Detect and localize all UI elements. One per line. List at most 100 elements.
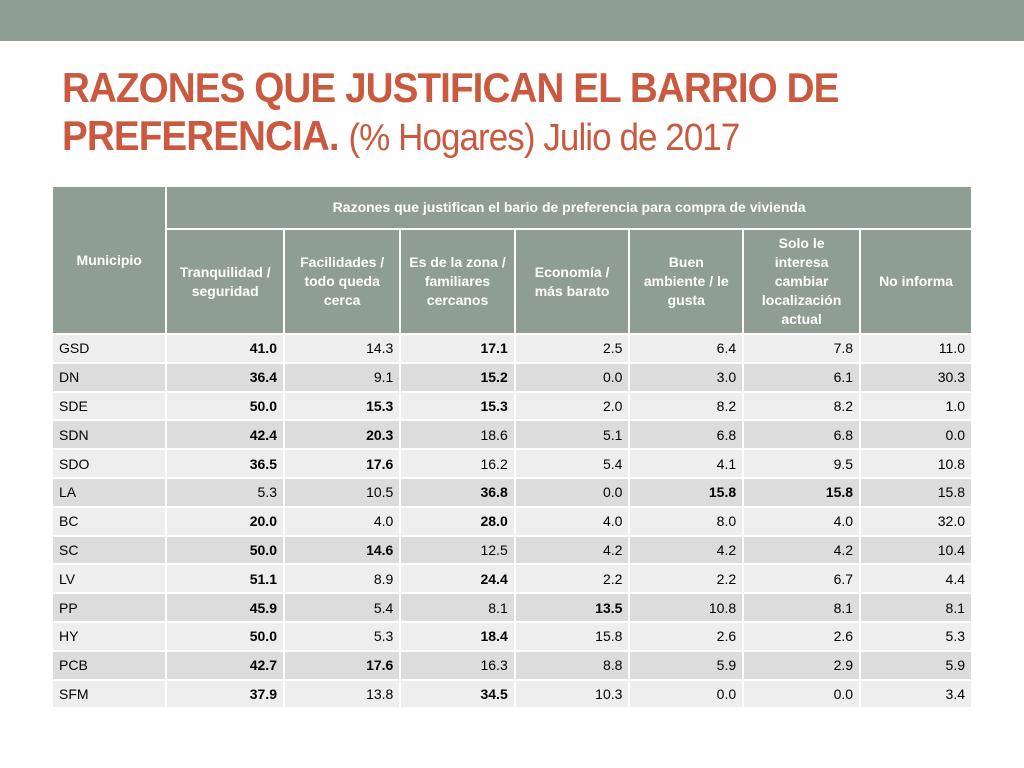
table-row: LV 51.1 8.9 24.4 2.2 2.2 6.7 4.4	[53, 565, 971, 593]
column-header-economia: Economía / más barato	[515, 230, 629, 333]
municipio-cell: SDN	[53, 421, 166, 449]
value-cell: 4.2	[630, 536, 743, 564]
value-cell: 5.9	[630, 651, 743, 679]
value-cell: 6.7	[744, 565, 860, 593]
value-cell: 36.5	[167, 450, 283, 477]
column-header-municipio: Municipio	[53, 187, 166, 333]
value-cell: 15.8	[744, 478, 860, 506]
municipio-cell: HY	[53, 622, 166, 650]
municipio-cell: GSD	[53, 335, 166, 362]
value-cell: 0.0	[861, 421, 971, 449]
value-cell: 37.9	[167, 680, 283, 708]
municipio-cell: PCB	[53, 651, 166, 679]
value-cell: 6.8	[630, 421, 743, 449]
value-cell: 4.4	[861, 565, 971, 593]
value-cell: 2.5	[515, 335, 629, 362]
value-cell: 6.1	[744, 363, 860, 391]
value-cell: 3.0	[630, 363, 743, 391]
value-cell: 0.0	[630, 680, 743, 708]
value-cell: 50.0	[167, 392, 283, 420]
value-cell: 12.5	[401, 536, 514, 564]
value-cell: 18.4	[401, 622, 514, 650]
value-cell: 4.0	[284, 507, 400, 535]
municipio-cell: BC	[53, 507, 166, 535]
title-subtitle: (% Hogares) Julio de 2017	[348, 117, 740, 159]
value-cell: 24.4	[401, 565, 514, 593]
value-cell: 5.9	[861, 651, 971, 679]
table-row: LA 5.3 10.5 36.8 0.0 15.8 15.8 15.8	[53, 478, 971, 506]
value-cell: 17.6	[284, 651, 400, 679]
table-row: SDO 36.5 17.6 16.2 5.4 4.1 9.5 10.8	[53, 450, 971, 477]
value-cell: 0.0	[744, 680, 860, 708]
value-cell: 17.1	[401, 335, 514, 362]
value-cell: 41.0	[167, 335, 283, 362]
value-cell: 8.2	[744, 392, 860, 420]
value-cell: 11.0	[861, 335, 971, 362]
column-header-facilidades: Facilidades / todo queda cerca	[284, 230, 400, 333]
column-header-buen-ambiente: Buen ambiente / le gusta	[630, 230, 743, 333]
value-cell: 14.3	[284, 335, 400, 362]
value-cell: 5.3	[861, 622, 971, 650]
value-cell: 16.3	[401, 651, 514, 679]
value-cell: 0.0	[515, 478, 629, 506]
slide-title: RAZONES QUE JUSTIFICAN EL BARRIO DE PREF…	[62, 64, 908, 162]
value-cell: 51.1	[167, 565, 283, 593]
table-row: DN 36.4 9.1 15.2 0.0 3.0 6.1 30.3	[53, 363, 971, 391]
value-cell: 8.9	[284, 565, 400, 593]
value-cell: 6.4	[630, 335, 743, 362]
value-cell: 2.6	[744, 622, 860, 650]
column-header-no-informa: No informa	[861, 230, 971, 333]
header-row-columns: Tranquilidad / seguridad Facilidades / t…	[53, 230, 971, 333]
value-cell: 4.0	[515, 507, 629, 535]
value-cell: 10.3	[515, 680, 629, 708]
value-cell: 34.5	[401, 680, 514, 708]
group-header: Razones que justifican el bario de prefe…	[167, 187, 971, 229]
municipio-cell: SFM	[53, 680, 166, 708]
title-main: RAZONES QUE JUSTIFICAN EL BARRIO DE PREF…	[62, 64, 839, 159]
value-cell: 20.3	[284, 421, 400, 449]
value-cell: 13.8	[284, 680, 400, 708]
value-cell: 32.0	[861, 507, 971, 535]
value-cell: 10.4	[861, 536, 971, 564]
header-row-group: Municipio Razones que justifican el bari…	[53, 187, 971, 333]
table-body: GSD 41.0 14.3 17.1 2.5 6.4 7.8 11.0 DN 36.4 9.1 15.…	[53, 335, 971, 708]
column-header-tranquilidad: Tranquilidad / seguridad	[167, 230, 283, 333]
value-cell: 16.2	[401, 450, 514, 477]
value-cell: 8.1	[744, 594, 860, 621]
value-cell: 50.0	[167, 622, 283, 650]
value-cell: 0.0	[515, 363, 629, 391]
table-row: GSD 41.0 14.3 17.1 2.5 6.4 7.8 11.0	[53, 335, 971, 362]
value-cell: 10.8	[630, 594, 743, 621]
table-row: SDE 50.0 15.3 15.3 2.0 8.2 8.2 1.0	[53, 392, 971, 420]
column-header-zona: Es de la zona / familiares cercanos	[401, 230, 514, 333]
table-row: SC 50.0 14.6 12.5 4.2 4.2 4.2 10.4	[53, 536, 971, 564]
value-cell: 8.0	[630, 507, 743, 535]
value-cell: 17.6	[284, 450, 400, 477]
value-cell: 28.0	[401, 507, 514, 535]
value-cell: 9.5	[744, 450, 860, 477]
table-row: PCB 42.7 17.6 16.3 8.8 5.9 2.9 5.9	[53, 651, 971, 679]
table-row: SDN 42.4 20.3 18.6 5.1 6.8 6.8 0.0	[53, 421, 971, 449]
value-cell: 2.9	[744, 651, 860, 679]
value-cell: 14.6	[284, 536, 400, 564]
value-cell: 2.2	[515, 565, 629, 593]
value-cell: 42.4	[167, 421, 283, 449]
reasons-table: Municipio Razones que justifican el bari…	[51, 185, 973, 709]
value-cell: 15.3	[284, 392, 400, 420]
value-cell: 15.8	[861, 478, 971, 506]
value-cell: 15.3	[401, 392, 514, 420]
value-cell: 13.5	[515, 594, 629, 621]
value-cell: 5.3	[167, 478, 283, 506]
value-cell: 6.8	[744, 421, 860, 449]
value-cell: 50.0	[167, 536, 283, 564]
municipio-cell: LA	[53, 478, 166, 506]
column-header-cambiar-localizacion: Solo le interesa cambiar localización ac…	[744, 230, 860, 333]
table-row: HY 50.0 5.3 18.4 15.8 2.6 2.6 5.3	[53, 622, 971, 650]
value-cell: 45.9	[167, 594, 283, 621]
value-cell: 9.1	[284, 363, 400, 391]
value-cell: 30.3	[861, 363, 971, 391]
value-cell: 5.1	[515, 421, 629, 449]
value-cell: 10.8	[861, 450, 971, 477]
value-cell: 1.0	[861, 392, 971, 420]
municipio-cell: SDO	[53, 450, 166, 477]
